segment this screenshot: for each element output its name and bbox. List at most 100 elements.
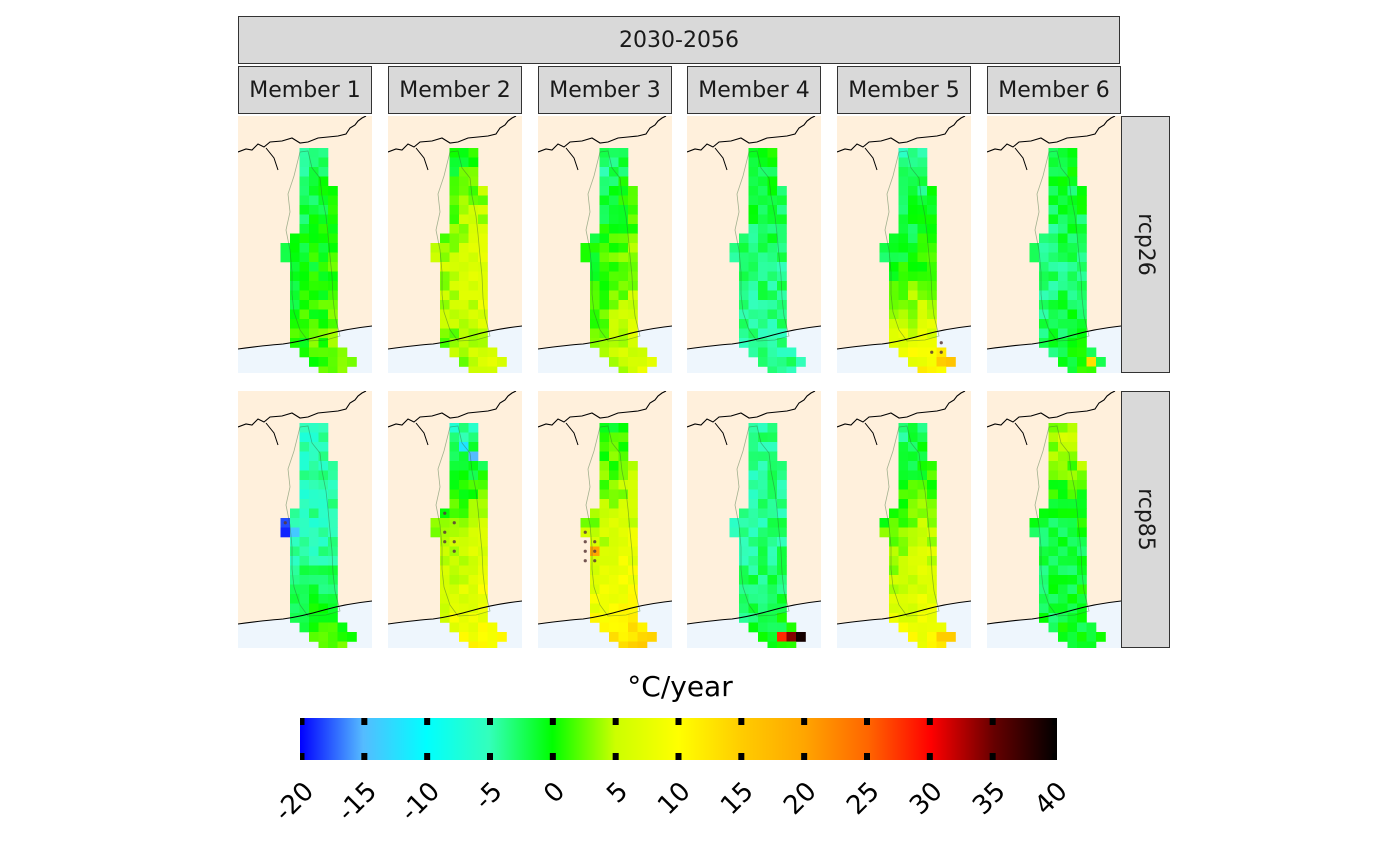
grid-cell (748, 281, 759, 291)
grid-cell (628, 233, 638, 244)
grid-cell (1048, 451, 1059, 462)
grid-cell (1048, 622, 1059, 633)
grid-cell (748, 480, 759, 490)
grid-cell (590, 508, 600, 519)
map-panel-rcp26-member-3 (538, 116, 672, 373)
map-svg (538, 391, 672, 648)
grid-cell (1058, 262, 1068, 272)
grid-cell (609, 148, 619, 158)
grid-cell (898, 622, 909, 633)
grid-cell (1067, 205, 1078, 215)
grid-cell (1067, 148, 1078, 158)
grid-cell (318, 622, 329, 633)
grid-cell (1077, 537, 1087, 547)
grid-cell (299, 584, 310, 595)
grid-cell (898, 584, 909, 595)
grid-cell (889, 546, 899, 557)
grid-cell (459, 328, 469, 339)
grid-cell (318, 243, 329, 253)
grid-cell (299, 603, 310, 614)
grid-cell (1058, 546, 1068, 557)
grid-cell (459, 556, 469, 566)
grid-cell (309, 461, 319, 471)
colorbar-tick-label: -5 (469, 776, 509, 816)
grid-cell (908, 508, 918, 519)
grid-cell (927, 499, 937, 509)
grid-cell (318, 641, 329, 648)
grid-cell (1058, 622, 1068, 633)
grid-cell (767, 584, 778, 595)
grid-cell (1077, 214, 1087, 225)
grid-cell (927, 480, 937, 490)
grid-cell (459, 594, 469, 604)
grid-cell (908, 214, 918, 225)
grid-cell (487, 347, 498, 358)
grid-cell (449, 290, 460, 301)
colorbar-tick (675, 753, 682, 760)
grid-cell (280, 252, 291, 263)
grid-cell (468, 176, 479, 187)
grid-cell (898, 167, 909, 177)
grid-cell (1029, 527, 1040, 538)
grid-cell (1067, 271, 1078, 282)
grid-cell (628, 461, 638, 471)
grid-cell (599, 167, 610, 177)
grid-cell (748, 470, 759, 481)
grid-cell (908, 233, 918, 244)
grid-cell (777, 508, 787, 519)
grid-cell (758, 575, 768, 585)
coastline (388, 600, 522, 625)
grid-cell (440, 262, 450, 272)
grid-cell (908, 556, 918, 566)
grid-cell (739, 546, 749, 557)
grid-cell (318, 594, 329, 604)
grid-cell (739, 300, 749, 310)
grid-cell (599, 432, 610, 443)
grid-cell (1048, 575, 1059, 585)
grid-cell (1048, 338, 1059, 348)
grid-cell (599, 594, 610, 604)
grid-cell (599, 195, 610, 206)
grid-cell (1058, 281, 1068, 291)
grid-cell (927, 214, 937, 225)
grid-cell (618, 527, 629, 538)
grid-cell (1048, 290, 1059, 301)
grid-cell (898, 290, 909, 301)
grid-cell (898, 461, 909, 471)
grid-cell (318, 632, 329, 642)
grid-cell (917, 499, 928, 509)
grid-cell (299, 176, 310, 187)
grid-cell (898, 338, 909, 348)
grid-cell (628, 347, 638, 358)
grid-cell (637, 366, 648, 373)
grid-cell (1077, 328, 1087, 339)
grid-cell (318, 167, 329, 177)
grid-cell (628, 290, 638, 301)
grid-cell (290, 233, 300, 244)
northern-border-spur (864, 147, 878, 171)
grid-cell (1039, 319, 1049, 329)
grid-cell (767, 489, 778, 500)
grid-cell (618, 157, 629, 168)
grid-cell (599, 442, 610, 452)
country-outline (435, 425, 491, 617)
colorbar-tick-label: 25 (840, 776, 886, 822)
colorbar-tick (801, 718, 808, 725)
grid-cell (927, 508, 937, 519)
grid-cell (758, 613, 768, 623)
grid-cell (449, 300, 460, 310)
grid-cell (309, 499, 319, 509)
grid-cell (777, 641, 787, 648)
map-panel-rcp26-member-2 (388, 116, 522, 373)
grid-cell (748, 527, 759, 538)
grid-cell (898, 214, 909, 225)
map-svg (837, 391, 971, 648)
significance-dot (583, 549, 587, 553)
grid-cell (777, 613, 787, 623)
grid-cell (318, 518, 329, 528)
grid-cell (459, 432, 469, 443)
grid-cell (449, 508, 460, 519)
grid-cell (917, 290, 928, 301)
grid-cell (748, 328, 759, 339)
grid-cell (898, 271, 909, 282)
